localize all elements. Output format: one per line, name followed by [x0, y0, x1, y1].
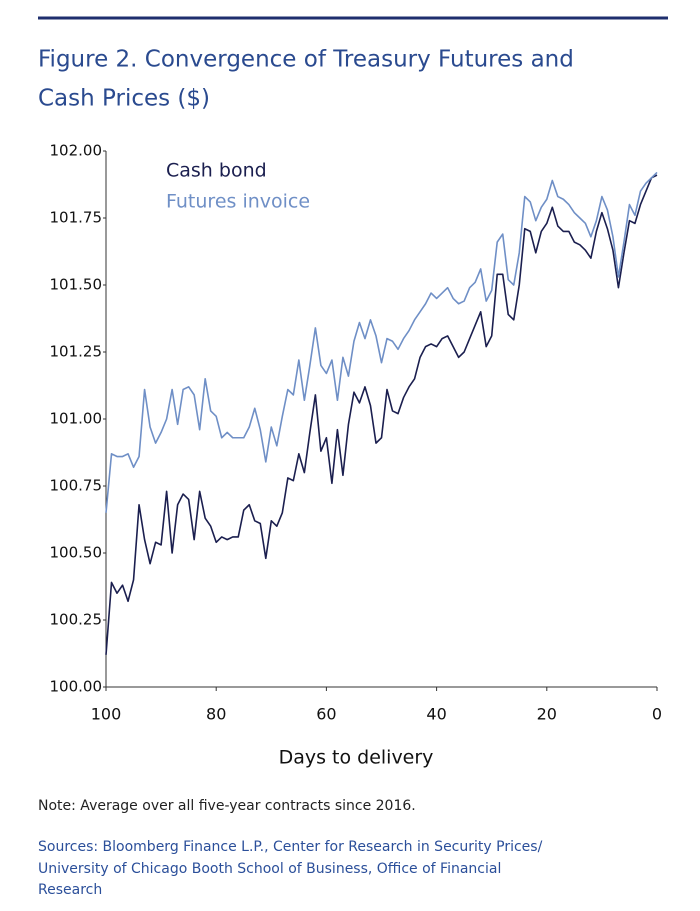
x-tick-label: 20 — [537, 705, 557, 724]
note: Note: Average over all five-year contrac… — [38, 798, 416, 814]
y-tick-label: 100.50 — [50, 544, 103, 562]
chart-title: Cash Prices ($) — [38, 86, 210, 112]
chart-title: Figure 2. Convergence of Treasury Future… — [38, 47, 574, 73]
sources: Research — [38, 882, 102, 898]
y-tick-label: 100.00 — [50, 678, 103, 696]
sources: University of Chicago Booth School of Bu… — [38, 861, 501, 877]
sources: Sources: Bloomberg Finance L.P., Center … — [38, 839, 543, 855]
y-tick-label: 102.00 — [50, 142, 103, 160]
x-tick-label: 0 — [652, 705, 662, 724]
data-line — [105, 171, 658, 513]
legend-label: Futures invoice — [166, 191, 310, 213]
x-axis-label: Days to delivery — [279, 747, 434, 769]
x-tick-label: 80 — [206, 705, 226, 724]
y-tick-label: 101.00 — [50, 410, 103, 428]
y-tick-label: 101.25 — [50, 343, 103, 361]
y-tick-label: 100.75 — [50, 477, 103, 495]
x-tick-label: 100 — [91, 705, 122, 724]
legend-label: Cash bond — [166, 160, 267, 182]
x-tick-label: 40 — [426, 705, 446, 724]
y-tick-label: 101.75 — [50, 209, 103, 227]
data-line — [105, 174, 658, 655]
x-tick-label: 60 — [316, 705, 336, 724]
y-tick-label: 100.25 — [50, 611, 103, 629]
y-tick-label: 101.50 — [50, 276, 103, 294]
